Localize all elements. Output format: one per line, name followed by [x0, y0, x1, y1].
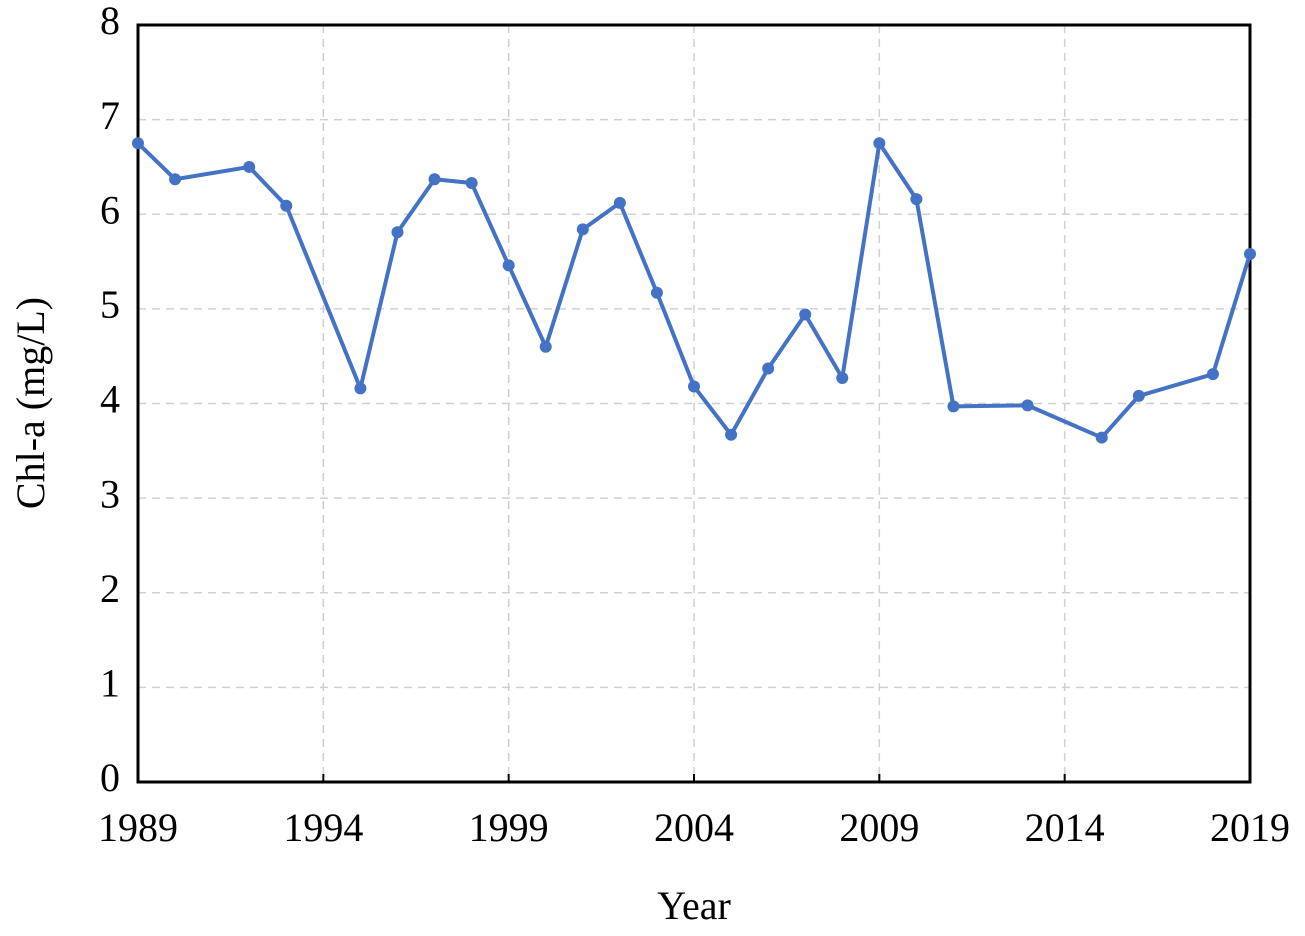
data-point [576, 223, 589, 236]
data-point [1132, 389, 1145, 402]
data-point [873, 137, 886, 150]
x-axis-label: Year [657, 883, 731, 928]
data-point [169, 173, 182, 186]
x-tick-label: 2004 [654, 805, 734, 850]
x-tick-label: 2014 [1025, 805, 1105, 850]
data-point [613, 196, 626, 209]
x-tick-label: 2009 [839, 805, 919, 850]
y-tick-label: 6 [100, 187, 120, 232]
data-point [1244, 247, 1256, 260]
data-point [502, 259, 515, 272]
y-tick-label: 7 [100, 93, 120, 138]
data-point [465, 177, 478, 190]
data-point [688, 380, 700, 393]
data-point [1095, 431, 1108, 444]
data-point [947, 400, 960, 413]
data-point [132, 137, 144, 150]
plot-frame [136, 23, 1252, 784]
y-tick-label: 1 [100, 661, 120, 706]
data-point [280, 199, 293, 212]
y-tick-label: 0 [100, 755, 120, 800]
data-point [539, 340, 552, 353]
data-point [799, 308, 812, 321]
x-tick-label: 1999 [469, 805, 549, 850]
y-tick-label: 4 [100, 377, 120, 422]
data-point [391, 226, 404, 239]
series-line [136, 141, 1252, 440]
x-tick-label: 1989 [98, 805, 178, 850]
data-point [1021, 399, 1034, 412]
y-tick-label: 2 [100, 566, 120, 611]
y-axis-label: Chl-a (mg/L) [8, 297, 53, 509]
y-tick-label: 8 [100, 0, 120, 43]
data-point [243, 160, 256, 173]
data-point [354, 382, 367, 395]
data-point [910, 193, 923, 206]
data-point [428, 173, 441, 186]
y-tick-label: 5 [100, 282, 120, 327]
data-point [1206, 368, 1219, 381]
x-tick-label: 1994 [283, 805, 363, 850]
data-point [650, 286, 663, 299]
data-point [725, 428, 738, 441]
data-point [836, 371, 849, 384]
data-point [762, 362, 775, 375]
y-tick-label: 3 [100, 471, 120, 516]
x-tick-label: 2019 [1210, 805, 1290, 850]
